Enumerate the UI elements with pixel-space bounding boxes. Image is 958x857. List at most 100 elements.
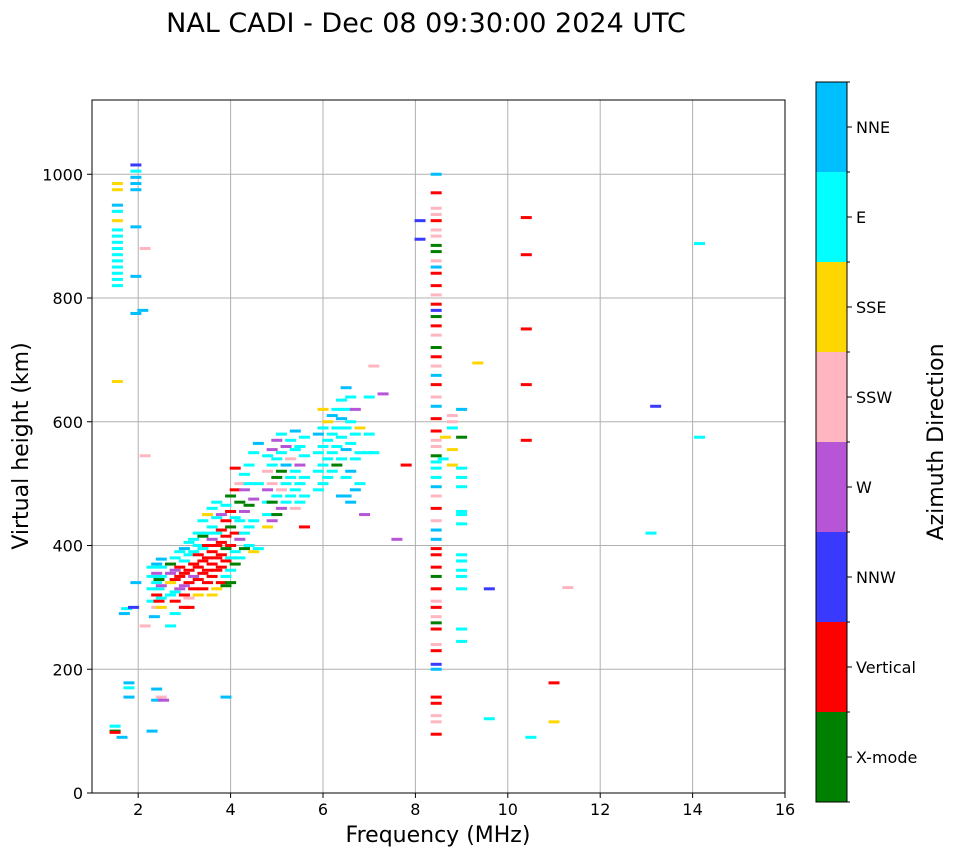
data-point-nne xyxy=(289,429,301,433)
data-point-nne xyxy=(340,494,352,498)
data-point-vertical xyxy=(202,568,213,572)
data-point-x-mode xyxy=(225,494,237,498)
data-point-e xyxy=(456,475,468,479)
data-point-nne xyxy=(220,695,232,699)
x-axis-label: Frequency (MHz) xyxy=(346,823,531,848)
data-point-vertical xyxy=(229,466,241,470)
data-point-nne xyxy=(430,667,442,671)
data-point-e xyxy=(248,519,260,523)
data-point-e xyxy=(197,547,209,551)
data-point-ssw xyxy=(430,228,442,232)
colorbar-label: NNE xyxy=(856,118,890,137)
data-point-vertical xyxy=(206,562,218,566)
data-point-vertical xyxy=(430,383,442,387)
data-point-w xyxy=(349,407,361,411)
data-point-ssw xyxy=(289,506,301,510)
data-point-nne xyxy=(312,432,324,436)
data-point-w xyxy=(165,571,177,575)
data-point-vertical xyxy=(215,581,227,585)
colorbar-swatch xyxy=(816,352,847,442)
data-point-ssw xyxy=(446,420,458,424)
data-point-sse xyxy=(446,463,458,467)
data-point-nne xyxy=(345,469,357,473)
data-point-e xyxy=(206,525,218,529)
data-point-e xyxy=(275,451,287,455)
data-point-e xyxy=(192,544,204,547)
data-point-e xyxy=(326,469,338,473)
data-point-sse xyxy=(111,380,123,384)
data-point-vertical xyxy=(211,544,223,547)
data-point-e xyxy=(430,466,442,470)
data-point-vertical xyxy=(109,730,121,734)
x-tick-label: 4 xyxy=(226,800,236,819)
data-point-vertical xyxy=(183,568,195,572)
data-point-e xyxy=(188,537,200,541)
data-point-e xyxy=(456,568,468,572)
data-point-e xyxy=(202,531,213,535)
data-point-e xyxy=(645,531,657,535)
data-point-ssw xyxy=(430,714,442,718)
data-point-e xyxy=(349,457,361,461)
data-point-vertical xyxy=(520,216,532,220)
data-point-ssw xyxy=(234,482,246,486)
data-point-e xyxy=(294,500,306,504)
data-point-e xyxy=(225,556,237,560)
data-point-nne xyxy=(430,172,442,176)
x-tick-label: 8 xyxy=(410,800,420,819)
data-point-w xyxy=(391,537,403,541)
data-point-nne xyxy=(151,687,163,691)
data-point-e xyxy=(151,581,163,585)
data-point-vertical xyxy=(520,327,532,331)
data-point-ssw xyxy=(446,414,458,418)
data-point-x-mode xyxy=(238,547,250,551)
data-point-e xyxy=(243,544,255,547)
data-point-vertical xyxy=(430,701,442,705)
data-point-e xyxy=(165,624,177,628)
data-point-x-mode xyxy=(456,435,468,439)
data-point-e xyxy=(331,445,343,448)
data-point-vertical xyxy=(151,593,163,597)
data-point-x-mode xyxy=(220,547,232,551)
data-point-sse xyxy=(317,407,329,411)
data-point-x-mode xyxy=(266,500,278,504)
data-point-vertical xyxy=(430,429,442,433)
y-tick-label: 1000 xyxy=(42,165,83,184)
data-point-x-mode xyxy=(197,534,209,538)
data-point-e xyxy=(146,565,158,569)
y-tick-label: 200 xyxy=(52,660,83,679)
data-point-e xyxy=(363,395,375,399)
data-point-e xyxy=(456,466,468,470)
data-point-e xyxy=(363,432,375,436)
data-point-e xyxy=(285,494,297,498)
data-point-ssw xyxy=(430,438,442,442)
grid xyxy=(92,100,785,793)
data-point-w xyxy=(215,513,227,517)
data-point-nne xyxy=(335,417,347,421)
data-point-x-mode xyxy=(220,584,232,588)
data-point-ssw xyxy=(262,469,274,473)
data-point-w xyxy=(266,519,278,523)
data-point-ssw xyxy=(139,247,151,250)
data-point-nnw xyxy=(414,219,426,223)
data-point-ssw xyxy=(430,364,442,368)
data-point-e xyxy=(345,395,357,399)
data-point-e xyxy=(183,553,195,557)
data-point-e xyxy=(456,559,468,563)
data-point-ssw xyxy=(430,720,442,724)
data-point-nne xyxy=(430,528,442,532)
data-point-vertical xyxy=(548,681,560,685)
data-point-x-mode xyxy=(165,562,177,566)
data-point-nne xyxy=(430,485,442,489)
colorbar-swatch xyxy=(816,442,847,532)
data-point-sse xyxy=(248,550,260,554)
data-point-vertical xyxy=(183,605,195,609)
data-point-e xyxy=(252,547,264,551)
data-point-w xyxy=(271,438,283,442)
data-point-e xyxy=(430,475,442,479)
data-point-nne xyxy=(148,615,160,619)
data-point-e xyxy=(299,435,311,439)
data-point-x-mode xyxy=(430,346,442,349)
data-point-e xyxy=(121,607,133,611)
x-tick-label: 16 xyxy=(775,800,795,819)
data-point-vertical xyxy=(202,556,213,560)
